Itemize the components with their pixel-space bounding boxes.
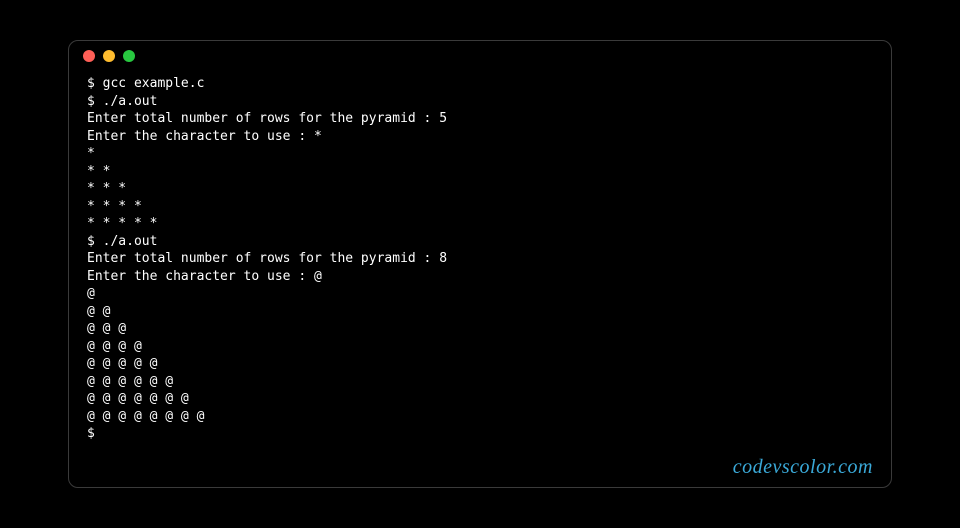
watermark-text: codevscolor.com xyxy=(733,456,873,479)
terminal-window: $ gcc example.c $ ./a.out Enter total nu… xyxy=(68,40,892,488)
close-icon[interactable] xyxy=(83,50,95,62)
window-titlebar xyxy=(69,41,891,71)
minimize-icon[interactable] xyxy=(103,50,115,62)
zoom-icon[interactable] xyxy=(123,50,135,62)
terminal-output: $ gcc example.c $ ./a.out Enter total nu… xyxy=(69,71,891,451)
